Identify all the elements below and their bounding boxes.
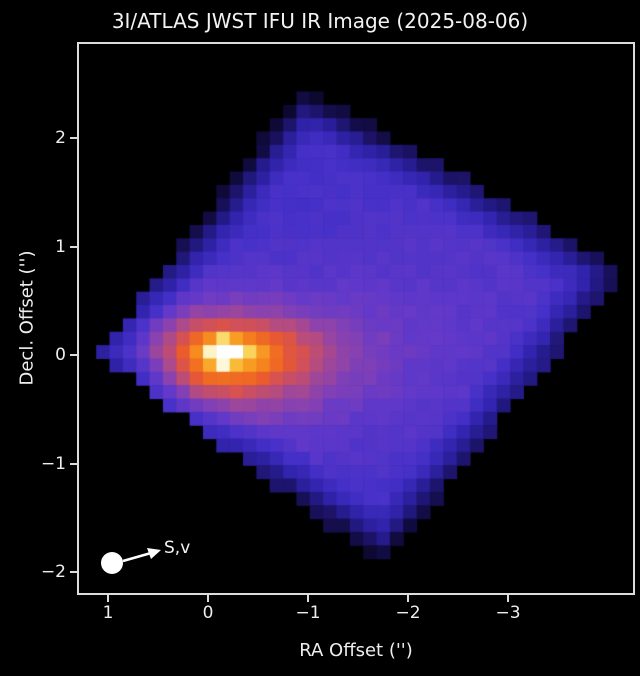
y-tick-mark xyxy=(70,354,77,356)
plot-area: S,v xyxy=(77,42,635,595)
plot-title: 3I/ATLAS JWST IFU IR Image (2025-08-06) xyxy=(111,9,529,33)
x-tick-mark xyxy=(307,595,309,602)
sun-direction-dot xyxy=(101,552,123,575)
sun-velocity-annotation-label: S,v xyxy=(164,538,191,558)
x-tick-label: −2 xyxy=(395,603,421,623)
x-axis-label: RA Offset ('') xyxy=(299,640,413,661)
x-tick-label: 1 xyxy=(102,603,114,623)
y-tick-label: −1 xyxy=(40,453,66,474)
x-tick-mark xyxy=(107,595,109,602)
y-tick-mark xyxy=(70,137,77,139)
x-tick-mark xyxy=(407,595,409,602)
x-tick-mark xyxy=(507,595,509,602)
y-tick-label: 1 xyxy=(55,236,66,257)
y-tick-mark xyxy=(70,462,77,465)
x-tick-label: −1 xyxy=(295,603,321,623)
y-tick-mark xyxy=(70,245,77,248)
y-tick-label: 0 xyxy=(55,345,66,365)
y-tick-label: 2 xyxy=(55,128,66,148)
direction-arrow-icon xyxy=(122,548,161,563)
x-tick-label: 0 xyxy=(202,603,214,623)
y-axis-label: Decl. Offset ('') xyxy=(16,250,38,386)
ifu-heatmap-image xyxy=(79,44,633,593)
y-tick-label: −2 xyxy=(40,562,66,582)
x-tick-mark xyxy=(207,595,209,602)
y-tick-mark xyxy=(70,571,77,573)
x-tick-label: −3 xyxy=(495,603,521,623)
